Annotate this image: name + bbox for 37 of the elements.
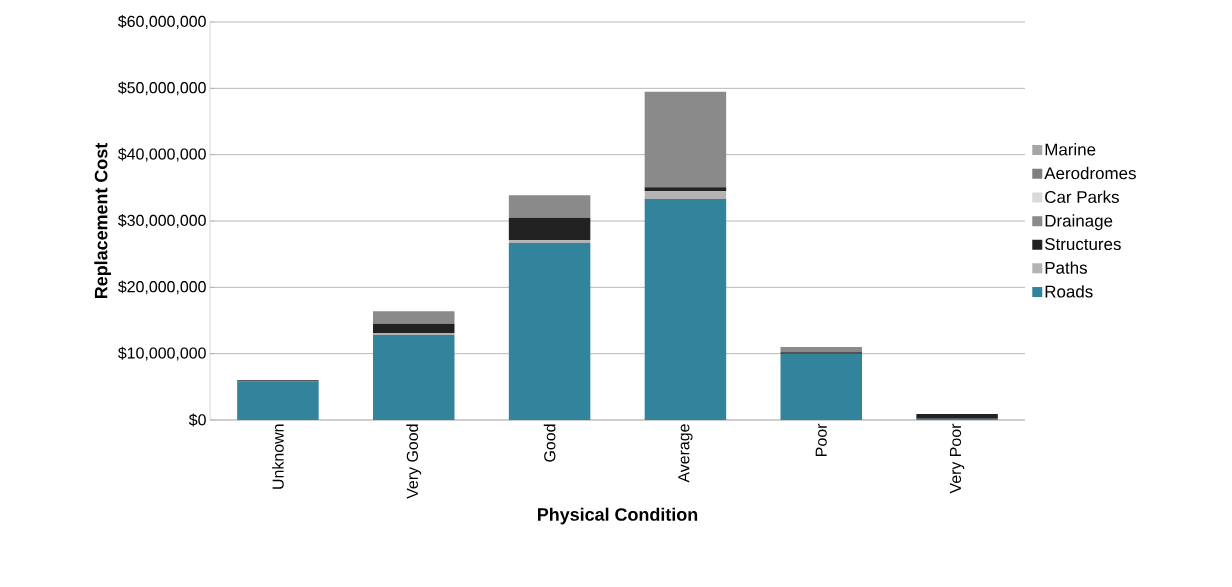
bar: [508, 217, 591, 241]
x-tick-label: Poor: [815, 423, 827, 456]
bar: [644, 187, 727, 192]
legend-label: Marine: [1045, 143, 1096, 156]
legend-label: Structures: [1045, 238, 1121, 251]
bar: [508, 240, 591, 243]
bar: [508, 195, 591, 218]
x-tick-label: Average: [678, 424, 693, 483]
y-tick-label: $0: [188, 413, 206, 427]
bar: [508, 242, 591, 420]
bar: [780, 347, 862, 353]
bar: [644, 191, 727, 200]
bar: [916, 414, 998, 419]
x-axis-title: Physical Condition: [538, 507, 698, 525]
x-tick-label: Good: [543, 424, 556, 462]
x-tick-label: Very Poor: [949, 423, 965, 494]
legend-label: Roads: [1045, 285, 1093, 298]
legend-label: Drainage: [1045, 214, 1113, 231]
y-tick-label: $10,000,000: [118, 346, 206, 361]
y-tick-label: $30,000,000: [118, 214, 206, 228]
bar: [237, 381, 319, 420]
y-tick-label: $40,000,000: [118, 147, 206, 162]
legend-label: Aerodromes: [1044, 166, 1136, 180]
y-tick-label: $60,000,000: [118, 15, 206, 29]
legend-label: Car Parks: [1045, 190, 1119, 204]
bar: [780, 353, 862, 420]
y-tick-label: $50,000,000: [118, 81, 206, 96]
bar: [644, 91, 727, 188]
bar: [373, 323, 455, 334]
bar: [373, 335, 455, 420]
bar: [373, 311, 455, 324]
legend-label: Paths: [1045, 261, 1087, 274]
y-axis-title: Replacement Cost: [94, 143, 111, 299]
y-tick-label: $20,000,000: [118, 280, 206, 295]
x-tick-label: Unknown: [272, 424, 284, 489]
bar: [644, 199, 727, 420]
x-tick-label: Very Good: [406, 424, 422, 499]
